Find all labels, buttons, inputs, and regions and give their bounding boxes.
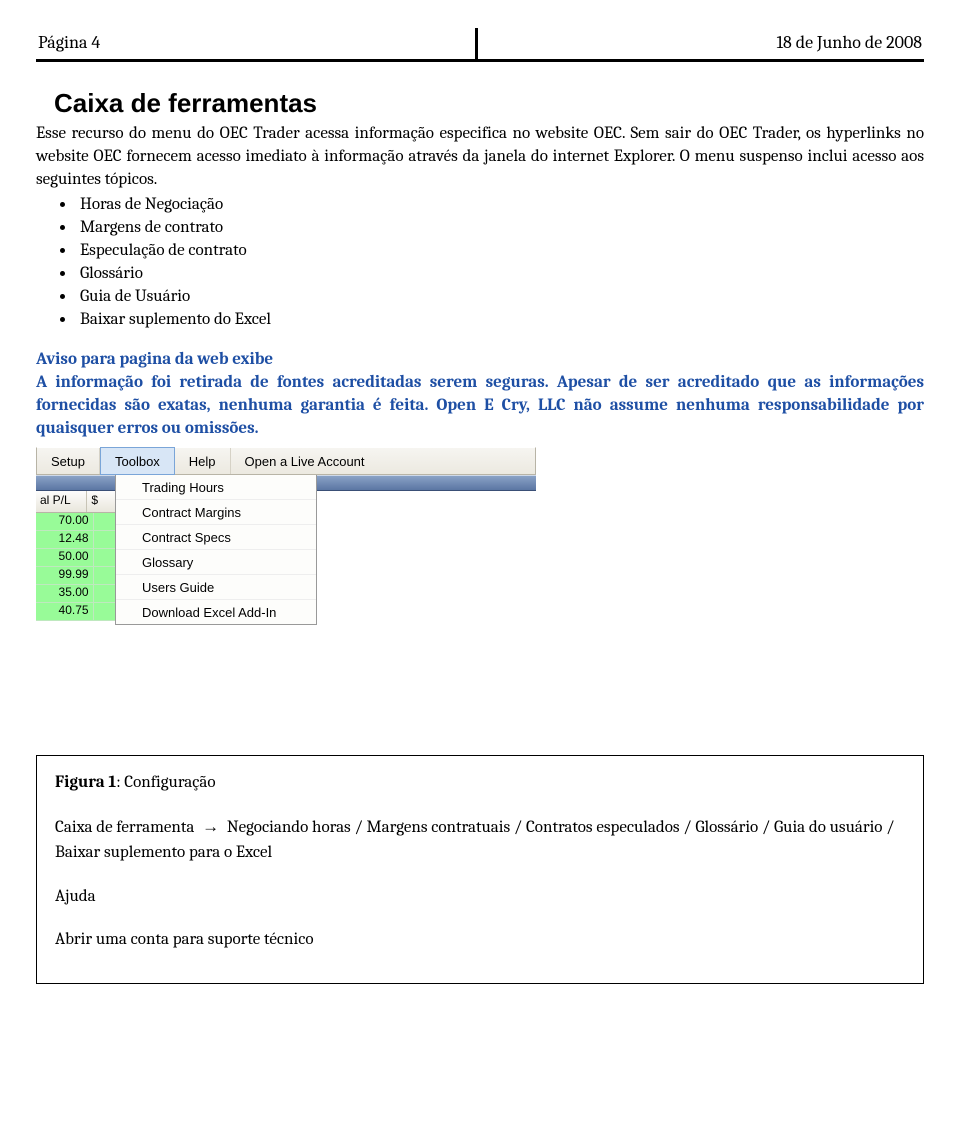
table-row: 99.99 xyxy=(36,567,116,585)
list-item: Margens de contrato xyxy=(76,217,924,240)
grid-col-currency: $ xyxy=(87,491,116,512)
app-screenshot: Setup Toolbox Help Open a Live Account a… xyxy=(36,447,536,625)
table-row: 70.00 xyxy=(36,513,116,531)
figure-label: Figura 1 xyxy=(55,773,116,792)
menu-setup[interactable]: Setup xyxy=(37,448,100,474)
list-item: Guia de Usuário xyxy=(76,286,924,309)
section-title: Caixa de ferramentas xyxy=(54,88,924,119)
cell-empty xyxy=(94,567,116,584)
dropdown-trading-hours[interactable]: Trading Hours xyxy=(116,475,316,499)
table-row: 40.75 xyxy=(36,603,116,621)
toolbar-band xyxy=(317,475,536,491)
menubar: Setup Toolbox Help Open a Live Account xyxy=(36,447,536,475)
figure-line-2: Ajuda xyxy=(55,884,905,910)
list-item: Horas de Negociação xyxy=(76,194,924,217)
figure-line-1: Caixa de ferramenta → Negociando horas /… xyxy=(55,814,905,866)
table-row: 12.48 xyxy=(36,531,116,549)
menu-help[interactable]: Help xyxy=(175,448,231,474)
cell-value: 50.00 xyxy=(36,549,94,566)
figure-caption-text: : Configuração xyxy=(116,773,215,792)
cell-empty xyxy=(94,549,116,566)
grid-body: 70.00 12.48 50.00 99.99 35.00 40.75 xyxy=(36,513,116,621)
intro-paragraph: Esse recurso do menu do OEC Trader acess… xyxy=(36,123,924,192)
cell-value: 35.00 xyxy=(36,585,94,602)
toolbox-dropdown: Trading Hours Contract Margins Contract … xyxy=(115,475,317,625)
notice-title: Aviso para pagina da web exibe xyxy=(36,350,273,369)
cell-empty xyxy=(94,531,116,548)
menu-open-live-account[interactable]: Open a Live Account xyxy=(231,448,379,474)
grid-header: al P/L $ xyxy=(36,491,116,513)
figure-line-3: Abrir uma conta para suporte técnico xyxy=(55,927,905,953)
cell-empty xyxy=(94,513,116,530)
cell-empty xyxy=(94,603,116,620)
topic-list: Horas de Negociação Margens de contrato … xyxy=(76,194,924,332)
arrow-icon: → xyxy=(202,814,219,840)
list-item: Especulação de contrato xyxy=(76,240,924,263)
dropdown-contract-margins[interactable]: Contract Margins xyxy=(116,499,316,524)
cell-value: 99.99 xyxy=(36,567,94,584)
page-number: Página 4 xyxy=(36,28,478,59)
right-fill xyxy=(317,475,536,491)
grid-pane: al P/L $ 70.00 12.48 50.00 99.99 35.00 4… xyxy=(36,475,116,621)
grid-col-pl: al P/L xyxy=(36,491,87,512)
notice-body: A informação foi retirada de fontes acre… xyxy=(36,373,924,438)
dropdown-users-guide[interactable]: Users Guide xyxy=(116,574,316,599)
table-row: 50.00 xyxy=(36,549,116,567)
dropdown-glossary[interactable]: Glossary xyxy=(116,549,316,574)
dropdown-download-excel[interactable]: Download Excel Add-In xyxy=(116,599,316,624)
list-item: Baixar suplemento do Excel xyxy=(76,309,924,332)
dropdown-contract-specs[interactable]: Contract Specs xyxy=(116,524,316,549)
cell-value: 70.00 xyxy=(36,513,94,530)
toolbar-band xyxy=(36,475,116,491)
page-date: 18 de Junho de 2008 xyxy=(478,28,925,59)
menu-toolbox[interactable]: Toolbox xyxy=(100,447,175,475)
list-item: Glossário xyxy=(76,263,924,286)
page-header: Página 4 18 de Junho de 2008 xyxy=(36,28,924,62)
cell-value: 40.75 xyxy=(36,603,94,620)
cell-value: 12.48 xyxy=(36,531,94,548)
web-notice: Aviso para pagina da web exibe A informa… xyxy=(36,349,924,441)
figure-caption-box: Figura 1: Configuração Caixa de ferramen… xyxy=(36,755,924,984)
figure-line1-prefix: Caixa de ferramenta xyxy=(55,818,194,837)
table-row: 35.00 xyxy=(36,585,116,603)
cell-empty xyxy=(94,585,116,602)
figure-caption: Figura 1: Configuração xyxy=(55,770,905,796)
